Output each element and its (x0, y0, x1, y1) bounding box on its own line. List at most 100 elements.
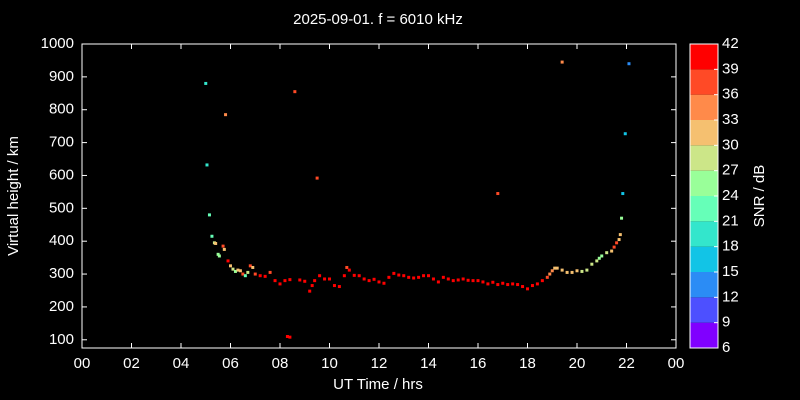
data-point (620, 216, 624, 220)
data-point (446, 277, 450, 281)
y-tick-label: 200 (49, 298, 74, 315)
data-point (298, 278, 302, 282)
data-point (222, 247, 226, 251)
data-point (491, 280, 495, 284)
data-point (216, 252, 220, 256)
data-point (402, 274, 406, 278)
data-point (560, 268, 564, 272)
x-tick-label: 02 (123, 355, 140, 372)
data-point (511, 282, 515, 286)
data-point (501, 281, 505, 285)
x-tick-label: 16 (470, 355, 487, 372)
x-tick-label: 18 (519, 355, 536, 372)
data-point (347, 268, 351, 272)
data-point (251, 265, 255, 269)
x-tick-label: 04 (173, 355, 190, 372)
colorbar-tick-label: 18 (722, 238, 739, 255)
data-point (205, 163, 209, 167)
data-point (553, 266, 557, 270)
data-point (238, 269, 242, 273)
colorbar-cell (690, 221, 718, 247)
data-point (377, 280, 381, 284)
y-tick-label: 500 (49, 199, 74, 216)
data-point (288, 335, 292, 339)
data-point (621, 192, 625, 196)
data-point (226, 259, 230, 263)
data-point (496, 283, 500, 287)
data-point (431, 277, 435, 281)
data-point (214, 241, 218, 245)
data-point (427, 274, 430, 278)
x-tick-label: 10 (321, 355, 338, 372)
colorbar-tick-label: 15 (722, 263, 739, 280)
data-point (217, 254, 221, 258)
data-point (367, 279, 371, 283)
data-point (210, 234, 214, 238)
data-point (387, 275, 391, 279)
data-point (422, 274, 426, 278)
data-point (627, 62, 631, 66)
data-point (535, 282, 539, 286)
data-point (516, 283, 520, 287)
colorbar-tick-label: 42 (722, 35, 739, 52)
data-point (585, 268, 589, 272)
colorbar-tick-label: 27 (722, 162, 739, 179)
data-point (590, 262, 594, 266)
data-point (441, 275, 445, 279)
data-point (207, 213, 211, 217)
data-point (253, 272, 257, 276)
data-point (204, 81, 208, 85)
plot-frame (81, 43, 677, 349)
data-point (233, 269, 237, 273)
y-tick-label: 400 (49, 232, 74, 249)
data-point (521, 285, 525, 289)
data-point (565, 270, 569, 274)
data-point (323, 277, 327, 281)
data-point (362, 277, 366, 281)
x-tick-label: 14 (420, 355, 437, 372)
data-point (451, 279, 455, 283)
data-point (471, 279, 475, 283)
x-tick-label: 20 (569, 355, 586, 372)
colorbar-label: SNR / dB (751, 165, 768, 228)
data-point (229, 264, 232, 268)
data-point (308, 289, 312, 293)
data-point (273, 279, 277, 283)
colorbar-tick-label: 30 (722, 136, 739, 153)
data-point (506, 283, 510, 287)
colorbar-cell (690, 196, 718, 222)
data-point (236, 268, 240, 272)
x-tick-label: 08 (272, 355, 289, 372)
data-point (397, 273, 401, 277)
data-point (530, 284, 534, 288)
data-point (610, 249, 614, 253)
y-tick-label: 100 (49, 331, 74, 348)
data-point (436, 280, 440, 284)
y-tick-label: 1000 (41, 35, 74, 52)
data-point (288, 278, 292, 282)
data-point (303, 279, 307, 283)
data-point (595, 259, 599, 263)
data-point (372, 277, 376, 281)
colorbar-tick-label: 12 (722, 288, 739, 305)
data-point (555, 266, 559, 270)
data-point (342, 274, 346, 278)
data-point (310, 284, 314, 288)
colorbar-cell (690, 44, 718, 70)
data-point (337, 285, 341, 289)
data-point (258, 274, 262, 278)
data-point (417, 275, 421, 279)
data-point (392, 271, 396, 275)
colorbar-cell (690, 297, 718, 323)
data-point (461, 277, 465, 281)
data-point (575, 269, 579, 273)
colorbar-cell (690, 272, 718, 298)
x-tick-label: 12 (371, 355, 388, 372)
x-tick-label: 00 (668, 355, 685, 372)
data-point (496, 192, 500, 196)
data-point (318, 274, 322, 278)
colorbar-tick-label: 36 (722, 86, 739, 103)
y-axis-label: Virtual height / km (5, 136, 22, 256)
